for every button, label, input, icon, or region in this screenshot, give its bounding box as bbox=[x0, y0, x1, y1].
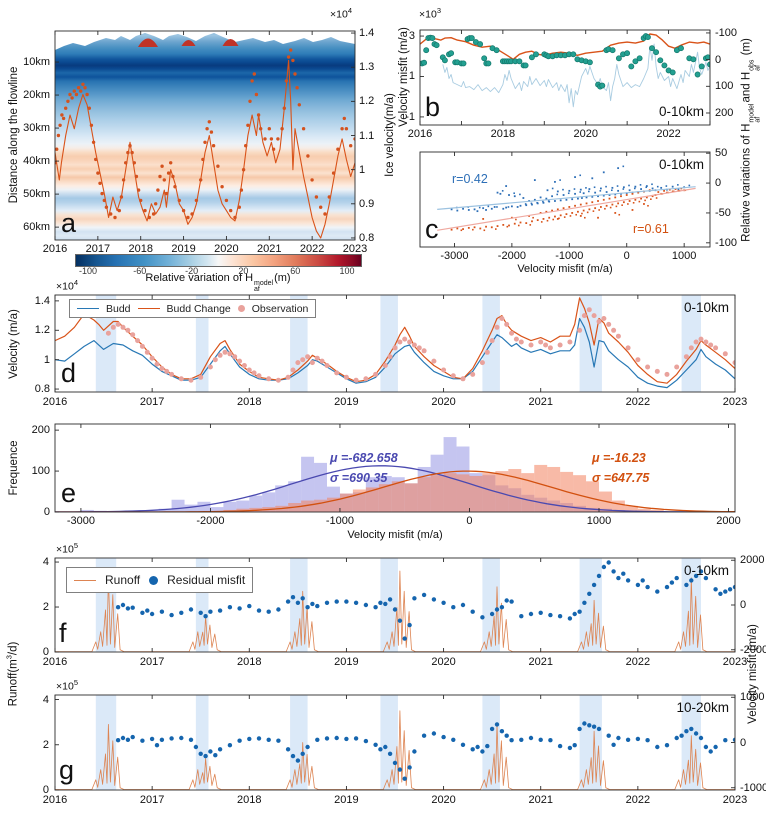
panel-g-y-exponent: ×105 bbox=[56, 678, 78, 693]
y2label-pre: Relative variations of H bbox=[740, 123, 753, 242]
y2label-post: (m) bbox=[740, 38, 753, 59]
budd-change-line-swatch bbox=[137, 308, 160, 309]
runoff-line-swatch bbox=[74, 579, 96, 581]
panel-e-orange-stats: μ =-16.23 σ =647.75 bbox=[592, 451, 650, 485]
panel-c-r-blue: r=0.42 bbox=[452, 172, 488, 186]
panel-g-letter: g bbox=[59, 755, 75, 785]
panel-e-ylabel: Frequence bbox=[8, 440, 20, 496]
panel-d-region-label: 0-10km bbox=[683, 300, 729, 315]
budd-label: Budd bbox=[106, 302, 131, 315]
panel-f-legend: Runoff Residual misfit bbox=[66, 567, 254, 593]
panel-f-letter: f bbox=[59, 618, 67, 648]
y2label-mid: and H bbox=[740, 71, 753, 103]
haf-obs-stack: obs af bbox=[748, 59, 762, 71]
panel-a-y2-exponent: ×104 bbox=[330, 6, 352, 21]
panel-a-ylabel: Distance along the flowline bbox=[8, 66, 20, 204]
panel-e-purple-stats: μ =-682.658 σ =690.35 bbox=[330, 451, 398, 485]
residual-misfit-label: Residual misfit bbox=[167, 573, 246, 587]
runoff-label: Runoff bbox=[105, 573, 141, 587]
panel-d-y-exponent: ×104 bbox=[56, 278, 78, 293]
panel-d-legend: Budd Budd Change Observation bbox=[69, 299, 317, 318]
panel-b-letter: b bbox=[425, 92, 441, 122]
panel-a-letter: a bbox=[61, 208, 77, 238]
panel-b-y-exponent: ×103 bbox=[419, 6, 441, 21]
panel-c-letter: c bbox=[425, 214, 439, 244]
residual-misfit-dot-swatch bbox=[149, 575, 159, 585]
budd-line-swatch bbox=[77, 308, 99, 309]
panel-c-region-label: 0-10km bbox=[658, 157, 704, 172]
panel-b-region-label: 0-10km bbox=[658, 104, 704, 119]
panel-d-ylabel: Velocity (m/a) bbox=[8, 309, 20, 379]
panel-f-y-exponent: ×105 bbox=[56, 541, 78, 556]
panel-c-r-orange: r=0.61 bbox=[633, 222, 669, 236]
observation-label: Observation bbox=[251, 302, 309, 315]
observation-dot-swatch bbox=[237, 305, 245, 312]
panel-fg-ylabel: Runoff(m3/d) bbox=[4, 641, 20, 707]
budd-change-label: Budd Change bbox=[166, 302, 231, 315]
panel-f-region-label: 0-10km bbox=[683, 563, 729, 578]
panel-a-y2label: Ice velocity(m/a) bbox=[384, 93, 396, 177]
panel-fg-y2label: Velocity misfit (m/a) bbox=[747, 624, 759, 724]
colorbar bbox=[75, 254, 362, 267]
haf-model-stack: model af bbox=[748, 103, 762, 123]
panel-e-letter: e bbox=[61, 478, 77, 508]
panel-g-region-label: 10-20km bbox=[676, 700, 729, 715]
panel-d-letter: d bbox=[61, 358, 77, 388]
